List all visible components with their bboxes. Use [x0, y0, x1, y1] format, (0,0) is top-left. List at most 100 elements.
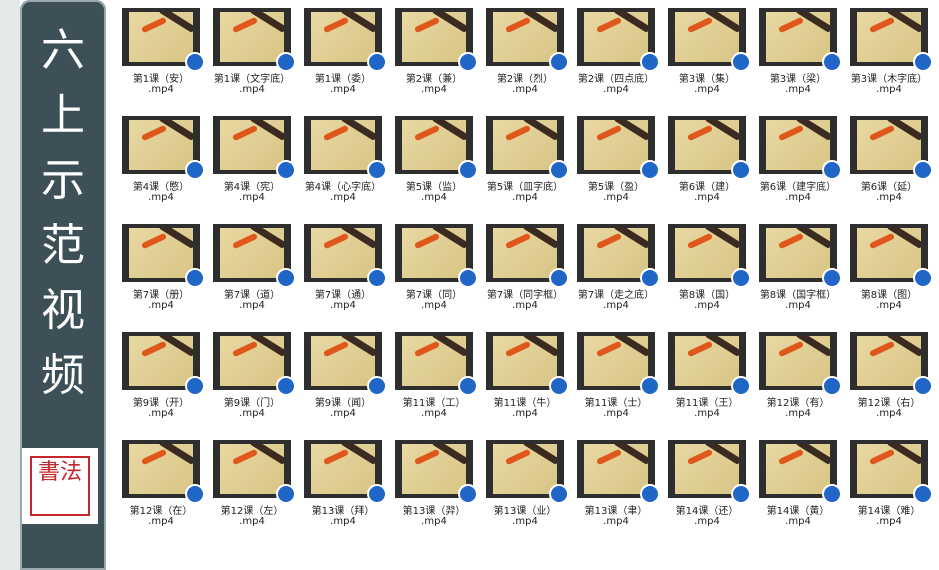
thumbnail-image — [402, 120, 466, 170]
thumbnail-image — [584, 12, 648, 62]
file-extension: .mp4 — [876, 516, 902, 527]
file-extension: .mp4 — [148, 84, 174, 95]
file-name: 第14课（还） — [675, 506, 739, 517]
file-item[interactable]: 第7课（册） .mp4 — [117, 224, 205, 328]
file-item[interactable]: 第4课（心字底） .mp4 — [299, 116, 387, 220]
file-item[interactable]: 第11课（牛） .mp4 — [481, 332, 569, 436]
thumbnail-image — [857, 120, 921, 170]
file-extension: .mp4 — [421, 408, 447, 419]
file-item[interactable]: 第2课（兼） .mp4 — [390, 8, 478, 112]
file-extension: .mp4 — [603, 192, 629, 203]
thumbnail-image — [402, 336, 466, 386]
file-item[interactable]: 第6课（建） .mp4 — [663, 116, 751, 220]
thumbnail-image — [402, 228, 466, 278]
video-badge — [640, 268, 660, 288]
file-name: 第11课（工） — [402, 398, 466, 409]
file-item[interactable]: 第7课（同字框） .mp4 — [481, 224, 569, 328]
thumbnail-image — [857, 12, 921, 62]
file-name: 第2课（兼） — [405, 74, 463, 85]
file-extension: .mp4 — [785, 516, 811, 527]
file-extension: .mp4 — [785, 300, 811, 311]
file-item[interactable]: 第11课（王） .mp4 — [663, 332, 751, 436]
video-badge — [549, 268, 569, 288]
file-item[interactable]: 第12课（左） .mp4 — [208, 440, 296, 544]
file-item[interactable]: 第13课（拜） .mp4 — [299, 440, 387, 544]
file-name: 第12课（左） — [220, 506, 284, 517]
file-item[interactable]: 第13课（聿） .mp4 — [572, 440, 660, 544]
thumbnail-image — [584, 336, 648, 386]
file-name: 第8课（图） — [860, 290, 918, 301]
sidebar: 六上示范视频 書法 — [20, 0, 106, 570]
file-item[interactable]: 第1课（安） .mp4 — [117, 8, 205, 112]
thumbnail-image — [129, 444, 193, 494]
video-thumbnail — [395, 332, 473, 390]
file-item[interactable]: 第3课（梁） .mp4 — [754, 8, 842, 112]
file-item[interactable]: 第5课（皿字底） .mp4 — [481, 116, 569, 220]
file-item[interactable]: 第4课（宪） .mp4 — [208, 116, 296, 220]
file-item[interactable]: 第3课（集） .mp4 — [663, 8, 751, 112]
file-item[interactable]: 第8课（国字框） .mp4 — [754, 224, 842, 328]
video-thumbnail — [850, 440, 928, 498]
thumbnail-image — [129, 228, 193, 278]
file-extension: .mp4 — [421, 300, 447, 311]
video-badge — [458, 268, 478, 288]
file-item[interactable]: 第14课（难） .mp4 — [845, 440, 933, 544]
thumbnail-image — [766, 336, 830, 386]
file-item[interactable]: 第13课（业） .mp4 — [481, 440, 569, 544]
thumbnail-image — [220, 228, 284, 278]
thumbnail-image — [584, 444, 648, 494]
thumbnail-image — [220, 444, 284, 494]
video-badge — [913, 376, 933, 396]
thumbnail-image — [675, 228, 739, 278]
file-item[interactable]: 第1课（委） .mp4 — [299, 8, 387, 112]
video-badge — [640, 52, 660, 72]
file-item[interactable]: 第7课（通） .mp4 — [299, 224, 387, 328]
file-item[interactable]: 第9课（闻） .mp4 — [299, 332, 387, 436]
file-item[interactable]: 第14课（还） .mp4 — [663, 440, 751, 544]
file-item[interactable]: 第13课（羿） .mp4 — [390, 440, 478, 544]
file-item[interactable]: 第12课（右） .mp4 — [845, 332, 933, 436]
file-item[interactable]: 第11课（士） .mp4 — [572, 332, 660, 436]
file-item[interactable]: 第12课（在） .mp4 — [117, 440, 205, 544]
file-item[interactable]: 第14课（黄） .mp4 — [754, 440, 842, 544]
file-item[interactable]: 第7课（道） .mp4 — [208, 224, 296, 328]
file-name: 第3课（梁） — [769, 74, 827, 85]
file-item[interactable]: 第11课（工） .mp4 — [390, 332, 478, 436]
file-item[interactable]: 第2课（烈） .mp4 — [481, 8, 569, 112]
file-item[interactable]: 第7课（同） .mp4 — [390, 224, 478, 328]
file-name: 第11课（牛） — [493, 398, 557, 409]
video-badge — [731, 268, 751, 288]
thumbnail-image — [675, 120, 739, 170]
file-item[interactable]: 第1课（文字底） .mp4 — [208, 8, 296, 112]
file-name: 第7课（册） — [132, 290, 190, 301]
file-item[interactable]: 第8课（图） .mp4 — [845, 224, 933, 328]
file-name: 第11课（王） — [675, 398, 739, 409]
video-badge — [458, 376, 478, 396]
file-item[interactable]: 第7课（走之底） .mp4 — [572, 224, 660, 328]
file-item[interactable]: 第9课（开） .mp4 — [117, 332, 205, 436]
video-thumbnail — [850, 332, 928, 390]
file-item[interactable]: 第12课（有） .mp4 — [754, 332, 842, 436]
file-item[interactable]: 第5课（盈） .mp4 — [572, 116, 660, 220]
file-item[interactable]: 第5课（监） .mp4 — [390, 116, 478, 220]
thumbnail-image — [857, 336, 921, 386]
thumbnail-image — [220, 120, 284, 170]
file-name: 第4课（宪） — [223, 182, 281, 193]
video-badge — [822, 376, 842, 396]
file-name: 第4课（愍） — [132, 182, 190, 193]
file-extension: .mp4 — [239, 84, 265, 95]
file-extension: .mp4 — [148, 192, 174, 203]
file-extension: .mp4 — [148, 300, 174, 311]
file-item[interactable]: 第3课（木字底） .mp4 — [845, 8, 933, 112]
seal: 書法 — [22, 448, 98, 524]
thumbnail-image — [129, 12, 193, 62]
thumbnail-image — [857, 228, 921, 278]
file-item[interactable]: 第9课（门） .mp4 — [208, 332, 296, 436]
file-item[interactable]: 第8课（国） .mp4 — [663, 224, 751, 328]
file-item[interactable]: 第2课（四点底） .mp4 — [572, 8, 660, 112]
file-item[interactable]: 第6课（延） .mp4 — [845, 116, 933, 220]
file-item[interactable]: 第4课（愍） .mp4 — [117, 116, 205, 220]
file-item[interactable]: 第6课（建字底） .mp4 — [754, 116, 842, 220]
thumbnail-image — [311, 120, 375, 170]
